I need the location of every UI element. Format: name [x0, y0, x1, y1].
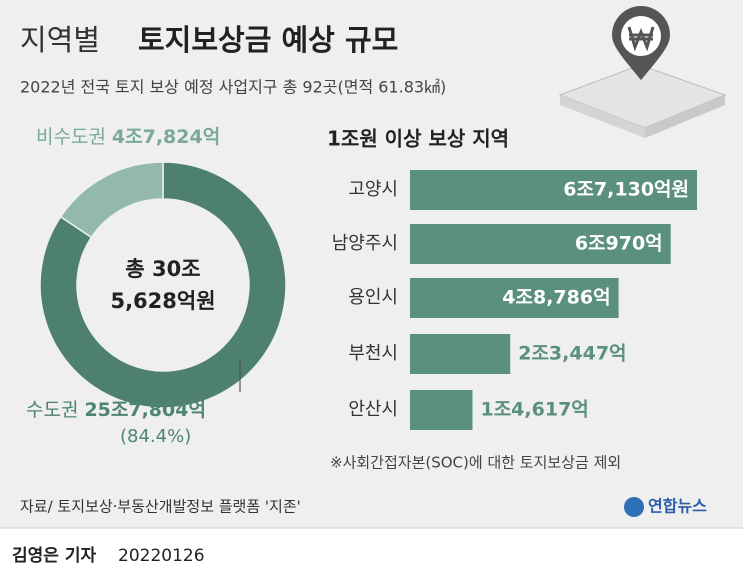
bar — [410, 224, 671, 264]
bar — [410, 170, 697, 210]
note: ※사회간접자본(SOC)에 대한 토지보상금 제외 — [330, 454, 621, 472]
value-label: 6조7,130억원 — [563, 179, 689, 201]
category-label: 고양시 — [348, 179, 398, 200]
category-label: 안산시 — [348, 399, 398, 420]
category-label: 남양주시 — [332, 233, 398, 254]
share-label: (84.4%) — [120, 426, 191, 447]
title-bold: 토지보상금 예상 규모 — [138, 23, 398, 57]
subtitle: 2022년 전국 토지 보상 예정 사업지구 총 92곳(면적 61.83㎢) — [20, 78, 446, 97]
title-light: 지역별 — [20, 23, 100, 57]
bar — [410, 390, 473, 430]
category-label: 용인시 — [348, 287, 398, 308]
segment-name: 수도권 — [26, 399, 78, 421]
bar — [410, 278, 619, 318]
bar — [410, 334, 511, 374]
date: 20220126 — [118, 546, 205, 566]
value-label: 2조3,447억 — [518, 343, 626, 365]
map-icon — [558, 6, 727, 138]
segment-value: 4조7,824억 — [112, 126, 220, 148]
segment-value: 25조7,804억 — [84, 399, 206, 421]
center-label: 5,628억원 — [110, 289, 215, 313]
category-label: 부천시 — [348, 343, 398, 364]
bar-title: 1조원 이상 보상 지역 — [327, 127, 509, 151]
value-label: 1조4,617억 — [480, 399, 588, 421]
segment-label: 비수도권 4조7,824억 — [36, 126, 220, 148]
byline: 김영은 기자 — [12, 546, 96, 566]
value-label: 6조970억 — [575, 233, 663, 255]
source: 자료/ 토지보상·부동산개발정보 플랫폼 '지존' — [20, 498, 301, 516]
donut-segment — [39, 161, 287, 409]
value-label: 4조8,786억 — [502, 287, 610, 309]
center-label: 총 30조 — [125, 257, 200, 281]
logo: 연합뉴스 — [624, 497, 707, 517]
logo-text: 연합뉴스 — [648, 497, 707, 516]
segment-name: 비수도권 — [36, 126, 106, 148]
donut-segment — [59, 161, 164, 239]
segment-label: 수도권 25조7,804억 — [26, 399, 206, 421]
